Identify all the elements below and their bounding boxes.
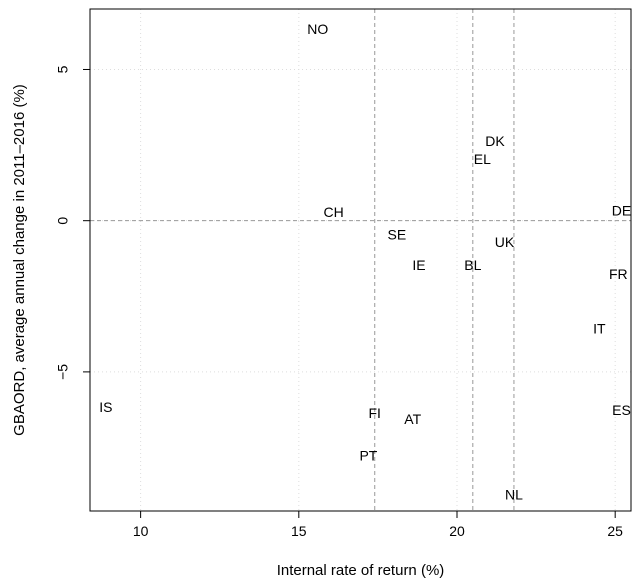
y-axis: −5 0 5: [55, 65, 90, 380]
point-label-no: NO: [307, 21, 328, 37]
point-label-it: IT: [593, 320, 606, 336]
y-axis-label: GBAORD, average annual change in 2011–20…: [11, 84, 28, 436]
y-tick-label: −5: [55, 364, 71, 380]
point-label-ch: CH: [323, 204, 343, 220]
point-label-se: SE: [388, 227, 407, 243]
x-tick-label: 20: [449, 523, 465, 539]
point-label-ie: IE: [412, 257, 425, 273]
plot-frame: [89, 8, 632, 512]
point-label-es: ES: [612, 402, 631, 418]
point-label-pt: PT: [359, 447, 377, 463]
x-axis-label: Internal rate of return (%): [277, 562, 445, 579]
point-label-dk: DK: [485, 133, 505, 149]
point-label-de: DE: [612, 202, 631, 218]
x-axis: 10 15 20 25: [133, 511, 623, 539]
point-label-fi: FI: [369, 405, 381, 421]
point-label-fr: FR: [609, 266, 628, 282]
x-tick-label: 10: [133, 523, 149, 539]
data-points: NO DK EL CH DE SE UK IE BL FR IT IS FI AT ES PT NL: [99, 21, 631, 503]
point-label-at: AT: [404, 411, 421, 427]
point-label-uk: UK: [495, 234, 515, 250]
x-tick-label: 15: [291, 523, 307, 539]
y-tick-label: 5: [55, 65, 71, 73]
point-label-is: IS: [99, 399, 112, 415]
point-label-bl: BL: [464, 257, 481, 273]
point-label-nl: NL: [505, 487, 523, 503]
y-tick-label: 0: [55, 217, 71, 225]
reference-lines: [90, 9, 631, 511]
grid: [90, 9, 631, 511]
point-label-el: EL: [474, 151, 491, 167]
x-tick-label: 25: [607, 523, 623, 539]
